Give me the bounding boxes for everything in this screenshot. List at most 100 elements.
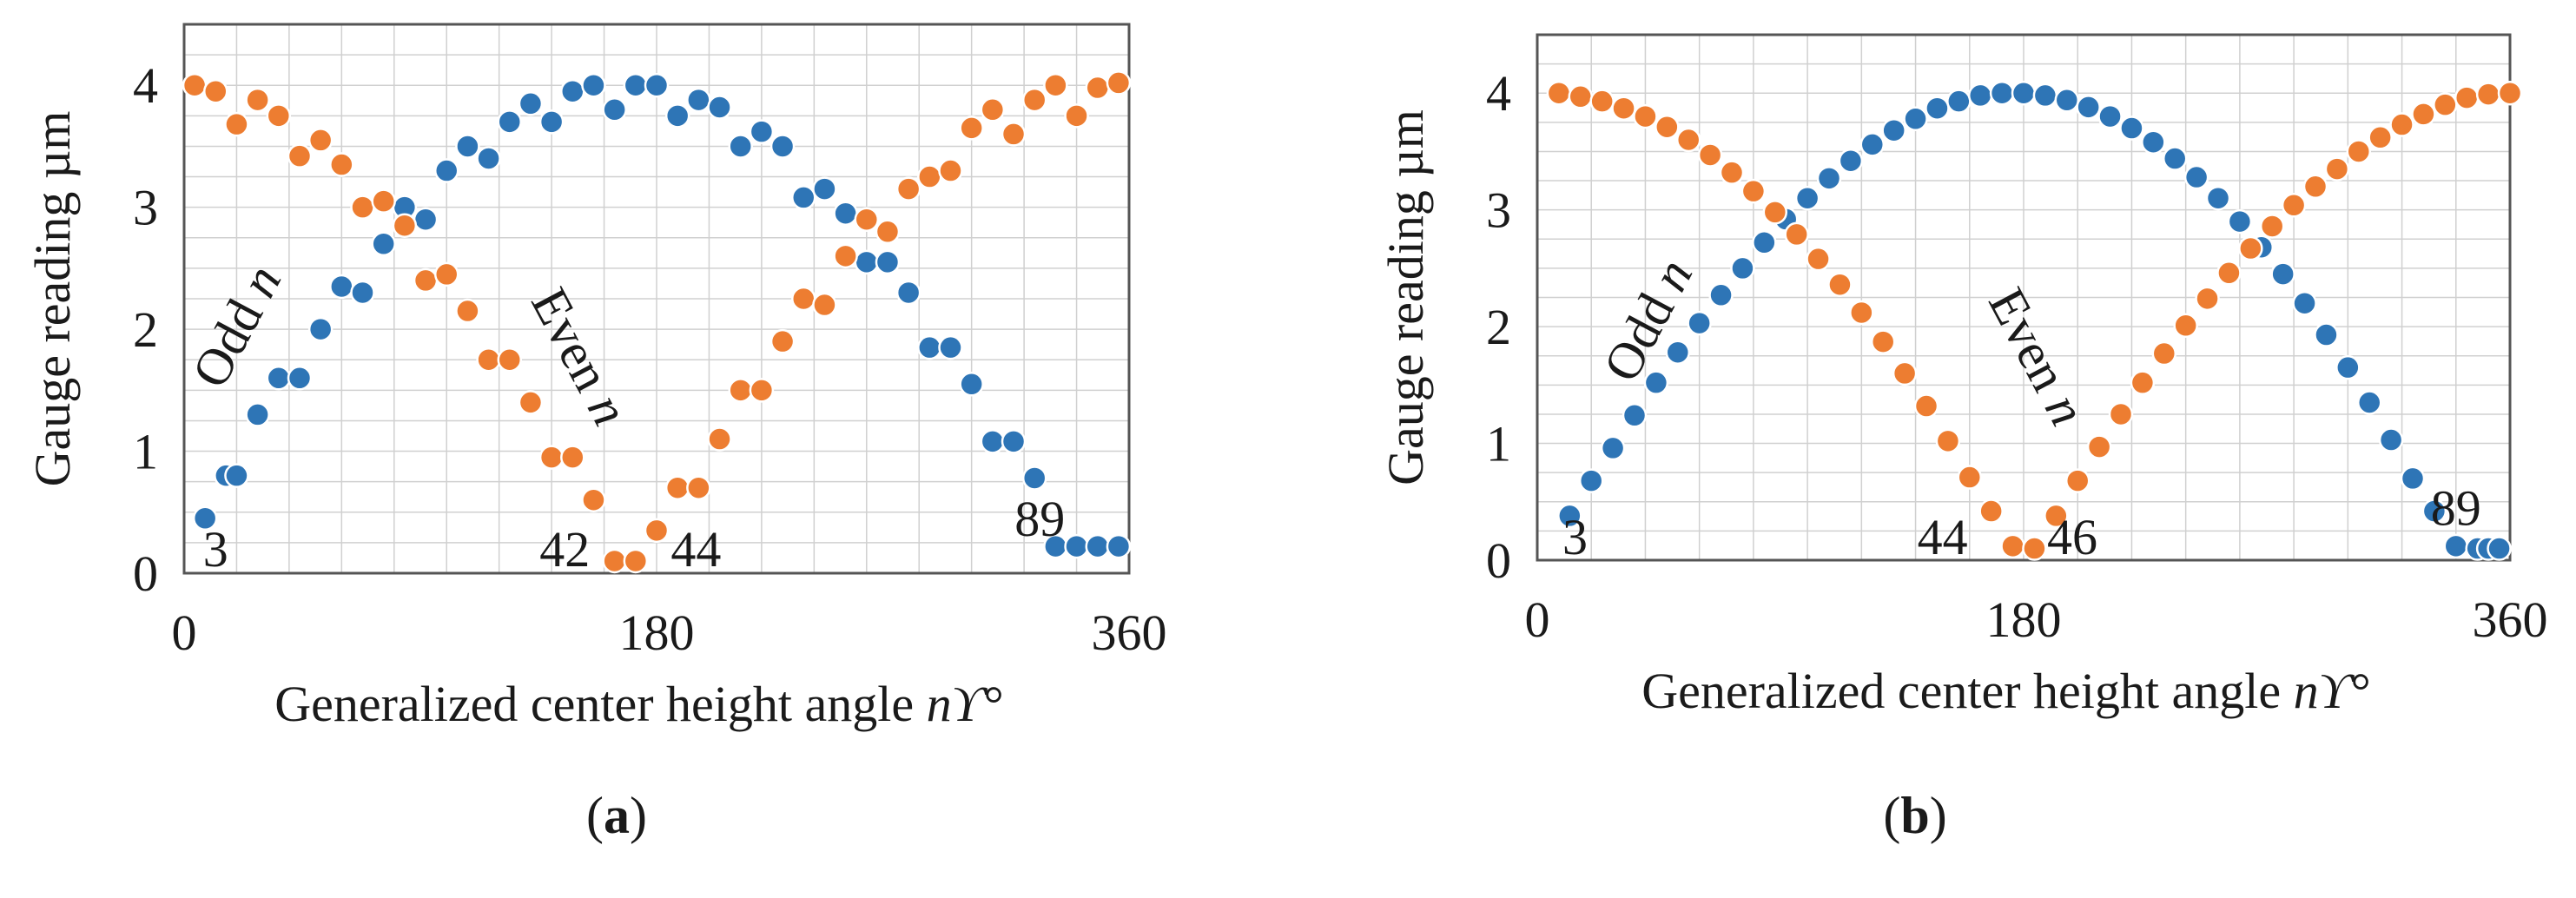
point-odd-a (350, 280, 375, 306)
point-odd-a (895, 280, 921, 306)
chart-b: 0 1 2 3 4 0 180 360 Gauge reading µm Generalized … (1377, 33, 2548, 719)
point-odd-a (266, 366, 292, 391)
point-even-b (1633, 103, 1658, 129)
point-odd-a (192, 505, 218, 532)
point-even-a (245, 87, 270, 113)
point-even-a (1021, 87, 1047, 113)
point-odd-b (1967, 83, 1993, 109)
series-even-a (182, 70, 1132, 574)
point-even-b (1568, 84, 1594, 109)
point-odd-a (1021, 466, 1047, 491)
point-even-b (1611, 96, 1636, 121)
point-odd-b (1903, 106, 1928, 132)
point-odd-b (2443, 533, 2469, 559)
point-even-b (1719, 160, 1745, 185)
point-odd-b (1600, 435, 1626, 461)
point-even-b (1870, 329, 1896, 354)
point-odd-b (2097, 103, 2123, 129)
point-even-b (2064, 468, 2091, 493)
point-odd-b (1622, 403, 1648, 428)
point-even-b (2389, 112, 2414, 137)
x-tick-b-360: 360 (2473, 591, 2548, 648)
point-odd-a (433, 158, 459, 183)
x-tick-b-0: 0 (1525, 591, 1550, 648)
point-odd-a (518, 91, 544, 116)
point-even-b (2346, 139, 2372, 164)
point-odd-a (875, 249, 901, 275)
point-odd-b (2400, 466, 2426, 492)
point-odd-a (307, 316, 334, 342)
point-even-a (371, 188, 396, 214)
point-even-b (2433, 92, 2458, 117)
x-axis-label-a: Generalized center height angle nϒ° (274, 676, 1003, 732)
point-even-a (664, 475, 690, 500)
point-odd-a (1064, 533, 1089, 559)
point-odd-b (2141, 129, 2166, 155)
point-even-a (392, 213, 418, 238)
point-odd-a (728, 134, 753, 159)
point-odd-a (623, 72, 649, 98)
point-odd-a (1001, 429, 1027, 454)
point-even-b (1655, 114, 1680, 140)
point-even-b (2324, 156, 2350, 182)
point-odd-a (371, 231, 396, 257)
y-tick-a-4: 4 (133, 57, 158, 114)
point-even-b (1935, 428, 1961, 454)
point-odd-b (1838, 148, 1864, 174)
y-tick-b-0: 0 (1486, 532, 1511, 589)
point-even-a (560, 445, 585, 470)
point-even-b (1957, 465, 1983, 490)
point-odd-b (1578, 468, 1604, 493)
point-even-b (2475, 82, 2501, 107)
point-even-a (1043, 72, 1068, 98)
y-tick-a-0: 0 (133, 545, 158, 602)
x-tick-a-180: 180 (619, 604, 695, 661)
point-odd-b (2292, 290, 2317, 316)
point-odd-b (2162, 146, 2188, 171)
point-even-a (287, 143, 313, 168)
chart-a: 0 1 2 3 4 0 180 360 Gauge reading µm Generalized … (24, 23, 1167, 732)
point-even-a (329, 152, 354, 177)
point-even-b (2173, 313, 2198, 339)
y-tick-a-2: 2 (133, 301, 158, 358)
x-axis-label-unit-b: ° (2351, 663, 2371, 719)
point-even-a (938, 158, 963, 183)
point-even-a (581, 487, 606, 512)
caption-a: (a) (586, 787, 647, 844)
y-tick-a-3: 3 (133, 180, 158, 236)
panel-a: 0 1 2 3 4 0 180 360 Gauge reading µm Generalized … (24, 23, 1167, 844)
caption-b: (b) (1883, 787, 1947, 844)
point-even-b (1546, 80, 1572, 106)
series-even-b (1546, 80, 2523, 561)
point-even-a (182, 72, 208, 98)
point-even-a (790, 286, 816, 312)
point-even-a (959, 116, 984, 141)
point-even-b (2411, 102, 2436, 127)
x-axis-label-unit-a: ° (984, 676, 1004, 732)
point-even-b (2108, 401, 2134, 427)
point-number-b-89: 89 (2431, 480, 2481, 537)
panel-b: 0 1 2 3 4 0 180 360 Gauge reading µm Generalized … (1288, 0, 2576, 898)
point-even-b (1589, 89, 1615, 114)
point-odd-a (287, 366, 313, 391)
point-even-a (538, 445, 565, 470)
point-even-a (1085, 75, 1110, 101)
point-odd-b (1946, 89, 1972, 114)
point-even-a (980, 97, 1006, 122)
point-odd-b (2032, 83, 2058, 109)
point-odd-a (769, 134, 796, 159)
point-even-a (1001, 122, 1027, 147)
y-axis-label-b: Gauge reading µm (1377, 109, 1434, 485)
point-even-a (476, 347, 501, 373)
point-number-b-44: 44 (1918, 509, 1968, 565)
point-odd-b (1859, 132, 1886, 157)
point-even-b (1849, 300, 1874, 326)
point-even-a (203, 78, 228, 104)
point-even-a (686, 475, 711, 500)
y-tick-b-3: 3 (1486, 182, 1511, 239)
point-odd-a (644, 72, 670, 98)
point-even-a (623, 548, 649, 574)
point-odd-b (2378, 427, 2404, 452)
point-odd-b (1643, 370, 1669, 395)
